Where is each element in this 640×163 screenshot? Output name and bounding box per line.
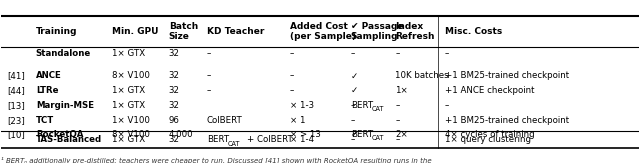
Text: Standalone: Standalone — [36, 49, 91, 58]
Text: 4,000: 4,000 — [169, 130, 193, 139]
Text: 10K batches: 10K batches — [396, 71, 449, 80]
Text: ✔ Passage
Sampling: ✔ Passage Sampling — [351, 22, 403, 41]
Text: [44]: [44] — [7, 86, 25, 95]
Text: ✓: ✓ — [351, 71, 358, 80]
Text: CAT: CAT — [372, 106, 384, 112]
Text: –: – — [207, 71, 211, 80]
Text: 1×: 1× — [396, 86, 408, 95]
Text: 32: 32 — [169, 71, 180, 80]
Text: +1 ANCE checkpoint: +1 ANCE checkpoint — [445, 86, 534, 95]
Text: –: – — [396, 101, 400, 110]
Text: 96: 96 — [169, 116, 180, 125]
Text: –: – — [351, 116, 355, 125]
Text: [41]: [41] — [7, 71, 25, 80]
Text: 1× GTX: 1× GTX — [113, 49, 145, 58]
Text: × 1-4: × 1-4 — [290, 135, 314, 144]
Text: 1× GTX: 1× GTX — [113, 135, 145, 144]
Text: CAT: CAT — [228, 141, 241, 147]
Text: [23]: [23] — [7, 116, 25, 125]
Text: –: – — [351, 135, 355, 144]
Text: –: – — [290, 49, 294, 58]
Text: –: – — [290, 86, 294, 95]
Text: Training: Training — [36, 27, 77, 36]
Text: 32: 32 — [169, 135, 180, 144]
Text: +1 BM25-trained checkpoint: +1 BM25-trained checkpoint — [445, 71, 569, 80]
Text: –: – — [207, 49, 211, 58]
Text: Misc. Costs: Misc. Costs — [445, 27, 502, 36]
Text: 32: 32 — [169, 101, 180, 110]
Text: CAT: CAT — [372, 135, 384, 141]
Text: × 1: × 1 — [290, 116, 305, 125]
Text: –: – — [445, 49, 449, 58]
Text: TCT: TCT — [36, 116, 54, 125]
Text: Added Cost
(per Sample): Added Cost (per Sample) — [290, 22, 356, 41]
Text: ANCE: ANCE — [36, 71, 61, 80]
Text: 8× V100: 8× V100 — [113, 130, 150, 139]
Text: +1 BM25-trained checkpoint: +1 BM25-trained checkpoint — [445, 116, 569, 125]
Text: –: – — [396, 116, 400, 125]
Text: Index
Refresh: Index Refresh — [396, 22, 435, 41]
Text: 2×: 2× — [396, 130, 408, 139]
Text: ✓: ✓ — [351, 130, 358, 139]
Text: ✓: ✓ — [351, 86, 358, 95]
Text: BERT: BERT — [351, 101, 372, 110]
Text: 8× V100: 8× V100 — [113, 71, 150, 80]
Text: –: – — [396, 135, 400, 144]
Text: × 1-3: × 1-3 — [290, 101, 314, 110]
Text: BERT: BERT — [351, 130, 372, 139]
Text: –: – — [351, 49, 355, 58]
Text: + ColBERT: + ColBERT — [246, 135, 292, 144]
Text: –: – — [445, 101, 449, 110]
Text: 1× GTX: 1× GTX — [113, 101, 145, 110]
Text: 4× cycles of training: 4× cycles of training — [445, 130, 534, 139]
Text: KD Teacher: KD Teacher — [207, 27, 264, 36]
Text: 32: 32 — [169, 86, 180, 95]
Text: –: – — [351, 101, 355, 110]
Text: Batch
Size: Batch Size — [169, 22, 198, 41]
Text: LTRe: LTRe — [36, 86, 58, 95]
Text: RocketQA: RocketQA — [36, 130, 83, 139]
Text: –: – — [396, 49, 400, 58]
Text: Min. GPU: Min. GPU — [113, 27, 159, 36]
Text: –: – — [207, 86, 211, 95]
Text: × > 13: × > 13 — [290, 130, 321, 139]
Text: [13]: [13] — [7, 101, 25, 110]
Text: TAS-Balanced: TAS-Balanced — [36, 135, 102, 144]
Text: 1× query clustering: 1× query clustering — [445, 135, 531, 144]
Text: 1× V100: 1× V100 — [113, 116, 150, 125]
Text: BERT: BERT — [207, 135, 229, 144]
Text: ColBERT: ColBERT — [207, 116, 243, 125]
Text: 32: 32 — [169, 49, 180, 58]
Text: ¹ BERTₙ additionally pre-distilled: teachers were cheaper to run. Discussed [41]: ¹ BERTₙ additionally pre-distilled: teac… — [1, 156, 431, 163]
Text: Margin-MSE: Margin-MSE — [36, 101, 94, 110]
Text: –: – — [290, 71, 294, 80]
Text: [10]: [10] — [7, 130, 25, 139]
Text: 1× GTX: 1× GTX — [113, 86, 145, 95]
